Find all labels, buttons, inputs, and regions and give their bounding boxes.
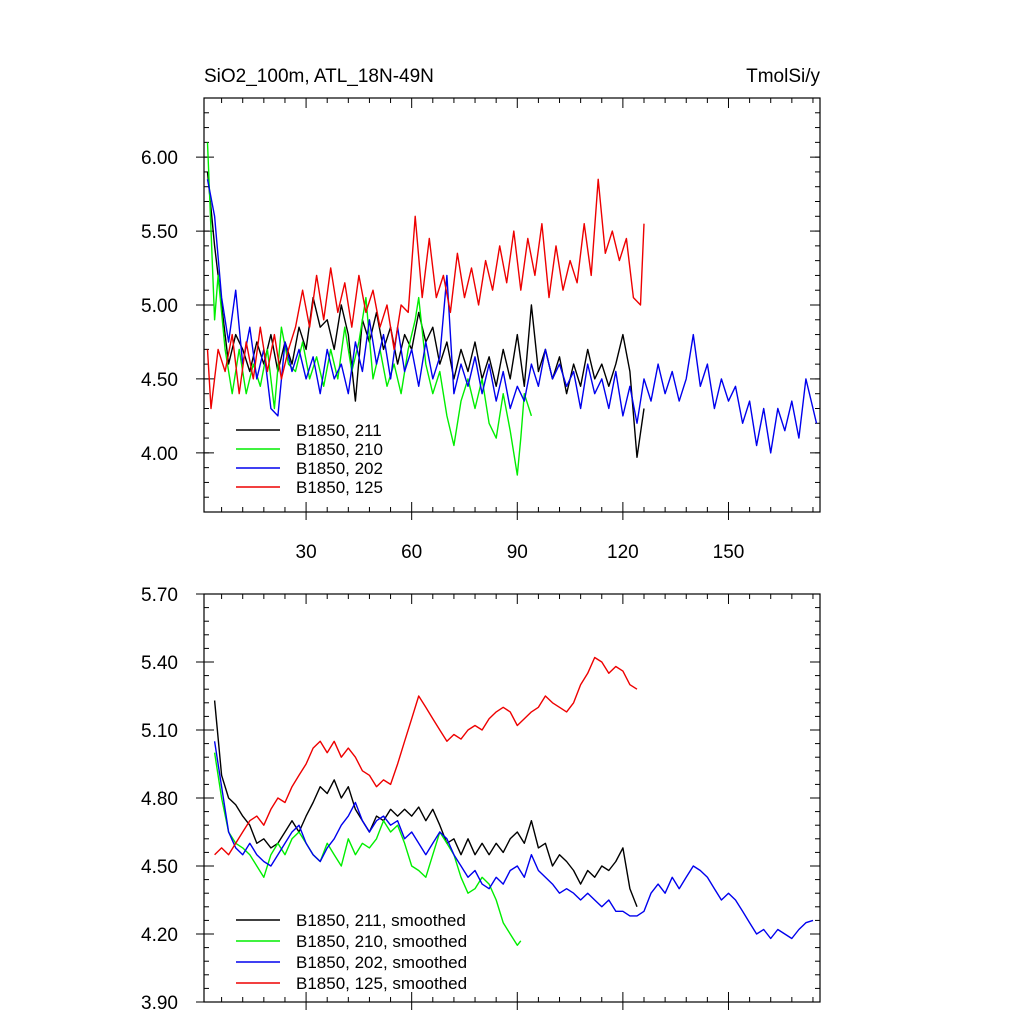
bottom-chart-panel: 3.90 4.20 4.50 4.80 5.10 5.40 5.70 B1850, 211, … bbox=[141, 585, 821, 1014]
top-x-tick-label: 120 bbox=[607, 542, 639, 563]
bottom-legend-label-0: B1850, 211, smoothed bbox=[296, 911, 466, 930]
top-legend-label-1: B1850, 210 bbox=[296, 440, 383, 459]
top-y-tick-label: 5.00 bbox=[141, 296, 178, 317]
top-x-tick-label: 60 bbox=[401, 542, 422, 563]
bottom-legend-label-3: B1850, 125, smoothed bbox=[296, 974, 467, 993]
top-series-line-3 bbox=[206, 178, 645, 410]
top-legend-label-2: B1850, 202 bbox=[296, 459, 383, 478]
top-x-tick-label: 30 bbox=[296, 542, 317, 563]
top-y-tick-label: 4.00 bbox=[141, 444, 178, 465]
top-chart-units: TmolSi/y bbox=[746, 66, 820, 87]
bottom-series-line-0 bbox=[213, 700, 638, 908]
top-legend-label-0: B1850, 211 bbox=[296, 421, 382, 440]
bottom-y-tick-label: 4.50 bbox=[141, 857, 178, 878]
top-chart-title: SiO2_100m, ATL_18N-49N bbox=[204, 66, 434, 87]
bottom-y-tick-label: 3.90 bbox=[141, 993, 178, 1014]
bottom-y-tick-label: 5.40 bbox=[141, 653, 178, 674]
top-x-tick-label: 150 bbox=[713, 542, 745, 563]
top-y-tick-label: 6.00 bbox=[141, 148, 178, 169]
bottom-y-tick-label: 4.20 bbox=[141, 925, 178, 946]
top-x-tick-label: 90 bbox=[507, 542, 528, 563]
bottom-y-tick-label: 5.10 bbox=[141, 721, 178, 742]
bottom-legend-label-1: B1850, 210, smoothed bbox=[296, 932, 467, 951]
top-legend-label-3: B1850, 125 bbox=[296, 478, 383, 497]
bottom-series-line-1 bbox=[213, 752, 522, 946]
top-chart-panel: 30 60 90 120 150 4.00 4.50 5.00 5.50 6.00 B1850, 2… bbox=[141, 97, 821, 563]
bottom-y-tick-label: 5.70 bbox=[141, 585, 178, 606]
bottom-series-line-2 bbox=[213, 741, 814, 940]
top-series-line-1 bbox=[206, 142, 533, 476]
bottom-series-line-3 bbox=[214, 656, 638, 856]
top-series-line-2 bbox=[206, 179, 818, 454]
top-y-tick-label: 4.50 bbox=[141, 370, 178, 391]
bottom-y-tick-label: 4.80 bbox=[141, 789, 178, 810]
bottom-legend-label-2: B1850, 202, smoothed bbox=[296, 953, 467, 972]
top-y-tick-label: 5.50 bbox=[141, 222, 178, 243]
